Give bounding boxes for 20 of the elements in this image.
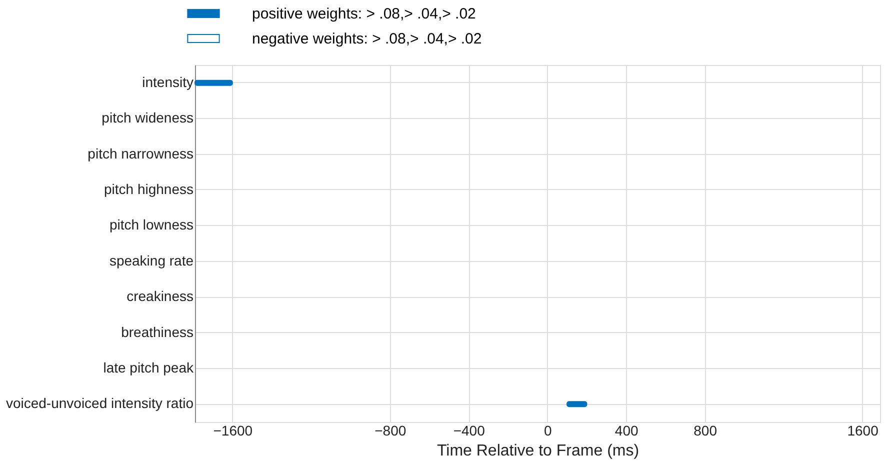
y-tick-label: voiced-unvoiced intensity ratio: [6, 395, 194, 412]
y-tick-label: creakiness: [126, 288, 194, 304]
x-tick-label: 1600: [847, 422, 879, 438]
y-tick-label: speaking rate: [109, 252, 194, 268]
legend-label: positive weights: > .08,> .04,> .02: [252, 6, 476, 22]
x-tick-label: 0: [544, 422, 552, 438]
x-axis-title: Time Relative to Frame (ms): [436, 442, 640, 460]
y-tick-label: late pitch peak: [103, 359, 194, 376]
legend-label: negative weights: > .08,> .04,> .02: [252, 30, 482, 48]
y-tick-label: pitch lowness: [109, 216, 194, 233]
y-tick-label: intensity: [142, 74, 194, 90]
x-tick-label: 800: [694, 422, 718, 438]
y-tick-label: pitch narrowness: [88, 145, 194, 162]
x-tick-label: −400: [453, 422, 486, 438]
y-tick-label: pitch wideness: [102, 110, 194, 126]
x-tick-label: −1600: [213, 422, 253, 438]
x-tick-label: −800: [374, 422, 406, 438]
y-tick-label: breathiness: [121, 324, 194, 340]
x-tick-label: 400: [614, 422, 638, 438]
y-tick-label: pitch highness: [104, 180, 194, 197]
